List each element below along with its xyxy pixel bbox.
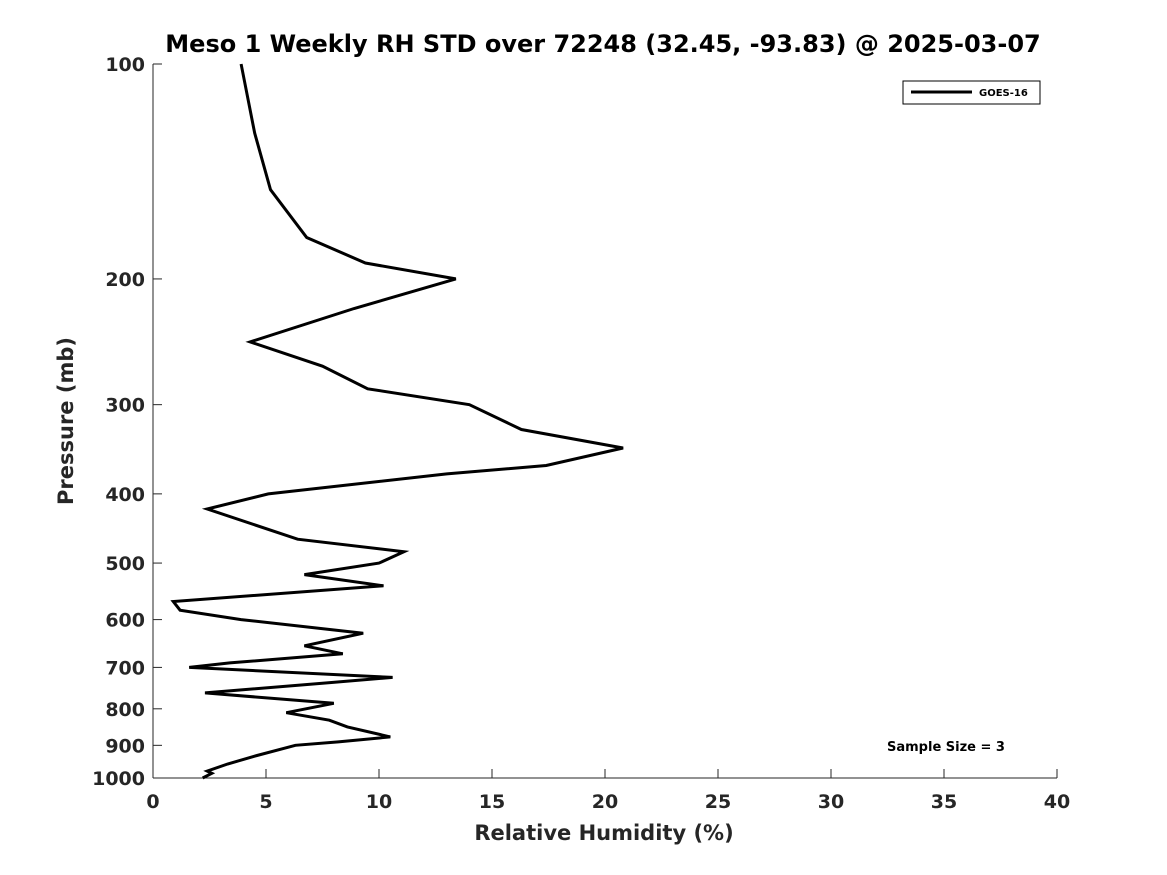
x-tick-label: 25 — [705, 791, 731, 813]
x-tick-label: 40 — [1044, 791, 1070, 813]
y-tick-label: 400 — [105, 484, 145, 506]
x-tick-label: 0 — [146, 791, 159, 813]
plot-area — [153, 64, 1057, 778]
y-tick-label: 900 — [105, 735, 145, 757]
legend: GOES-16 — [902, 80, 1041, 105]
y-tick-label: 700 — [105, 657, 145, 679]
legend-label: GOES-16 — [979, 88, 1028, 99]
y-tick-label: 500 — [105, 553, 145, 575]
x-tick-label: 30 — [818, 791, 844, 813]
x-tick-label: 10 — [366, 791, 392, 813]
x-axis-label: Relative Humidity (%) — [474, 821, 733, 845]
x-ticks: 0 5 10 15 20 25 30 35 40 — [146, 769, 1070, 813]
y-tick-label: 200 — [105, 269, 145, 291]
sample-size-annotation: Sample Size = 3 — [887, 740, 1005, 755]
y-ticks: 100 200 300 400 500 600 700 800 900 1000 — [92, 54, 162, 790]
y-axis-label: Pressure (mb) — [54, 337, 78, 505]
y-tick-label: 100 — [105, 54, 145, 76]
series-layer — [170, 63, 624, 780]
x-tick-label: 15 — [479, 791, 505, 813]
y-tick-label: 600 — [105, 610, 145, 632]
series-line-goes-16 — [170, 63, 624, 780]
x-tick-label: 20 — [592, 791, 618, 813]
chart-title: Meso 1 Weekly RH STD over 72248 (32.45, … — [165, 30, 1040, 58]
x-tick-label: 5 — [259, 791, 272, 813]
x-tick-label: 35 — [931, 791, 957, 813]
y-tick-label: 800 — [105, 699, 145, 721]
y-tick-label: 300 — [105, 395, 145, 417]
y-tick-label: 1000 — [92, 768, 145, 790]
